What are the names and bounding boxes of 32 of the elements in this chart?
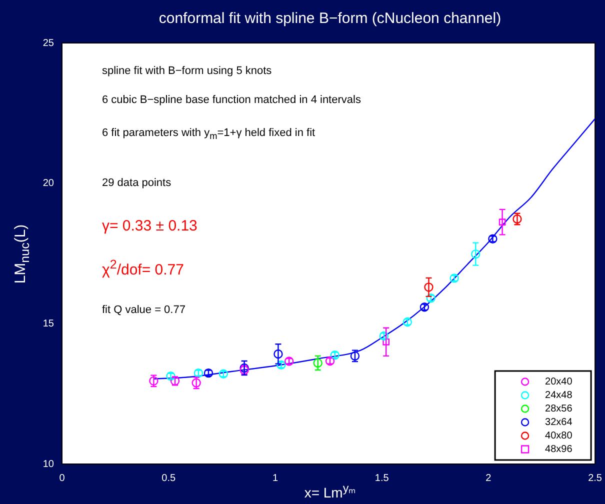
legend-label: 48x96 <box>545 444 573 455</box>
y-tick-label: 25 <box>42 38 54 49</box>
annotation: 6 cubic B−spline base function matched in 4 intervals <box>102 94 361 106</box>
x-tick-label: 0 <box>59 472 66 484</box>
point <box>313 358 322 368</box>
annotation: 6 fit parameters with y$_{m}$=1+γ held fixed in fit <box>102 126 316 142</box>
point <box>274 349 283 359</box>
y-tick-label: 20 <box>42 178 54 190</box>
x-tick-label: 0.5 <box>162 472 176 484</box>
y-tick-label: 15 <box>42 318 54 330</box>
point <box>424 282 434 292</box>
legend-label: 24x48 <box>545 390 573 401</box>
annotation: γ= 0.33 ± 0.13 <box>102 218 198 234</box>
chart-title: conformal fit with spline B−form (cNucleon channel) <box>158 10 502 27</box>
x-tick-label: 1 <box>272 472 278 484</box>
annotation: fit Q value = 0.77 <box>102 304 186 316</box>
x-axis-title: x= Lm$^{yₘ}$ <box>304 482 356 501</box>
point <box>192 378 201 388</box>
point <box>382 338 390 346</box>
x-tick-label: 1.5 <box>374 472 390 484</box>
annotation: 29 data points <box>102 177 172 189</box>
legend-label: 40x80 <box>545 430 573 442</box>
point <box>498 218 506 226</box>
x-tick-label: 2 <box>486 472 492 484</box>
annotation: spline fit with B−form using 5 knots <box>102 65 272 77</box>
x-tick-label: 2.5 <box>588 472 602 484</box>
point <box>471 249 480 259</box>
legend-label: 20x40 <box>545 376 573 388</box>
annotation: χ$^{2}$/dof= 0.77 <box>102 258 184 278</box>
legend-label: 32x64 <box>545 417 573 428</box>
y-tick-label: 10 <box>42 458 54 470</box>
legend-label: 28x56 <box>545 404 573 414</box>
